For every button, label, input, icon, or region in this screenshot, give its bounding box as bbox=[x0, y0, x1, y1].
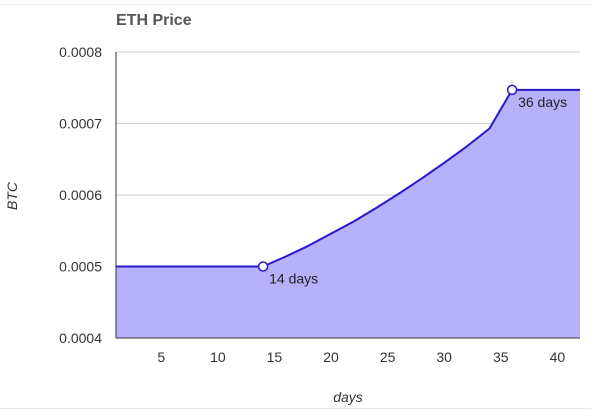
y-tick-label: 0.0004 bbox=[59, 330, 102, 346]
bottom-divider bbox=[0, 408, 591, 409]
x-tick-label: 40 bbox=[550, 349, 566, 365]
x-tick-label: 20 bbox=[323, 349, 339, 365]
annotation-point bbox=[257, 261, 269, 272]
annotation-label: 36 days bbox=[518, 94, 567, 110]
x-tick-label: 30 bbox=[436, 349, 452, 365]
y-tick-label: 0.0007 bbox=[59, 116, 102, 132]
annotation-label: 14 days bbox=[269, 271, 318, 287]
series-area bbox=[116, 89, 580, 339]
x-axis-title: days bbox=[333, 389, 363, 405]
top-divider bbox=[0, 4, 591, 5]
y-tick-label: 0.0005 bbox=[59, 259, 102, 275]
x-tick-label: 5 bbox=[157, 349, 165, 365]
chart-title: ETH Price bbox=[116, 12, 192, 29]
y-tick-label: 0.0008 bbox=[59, 44, 102, 60]
y-axis-title: BTC bbox=[4, 181, 20, 210]
x-tick-label: 10 bbox=[210, 349, 226, 365]
annotation-point bbox=[506, 84, 518, 96]
x-tick-label: 15 bbox=[267, 349, 283, 365]
series-line bbox=[116, 88, 580, 268]
x-tick-label: 35 bbox=[493, 349, 509, 365]
y-tick-label: 0.0006 bbox=[59, 187, 102, 203]
x-tick-label: 25 bbox=[380, 349, 396, 365]
